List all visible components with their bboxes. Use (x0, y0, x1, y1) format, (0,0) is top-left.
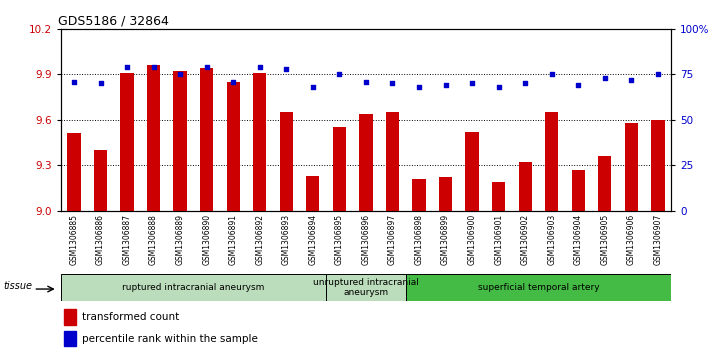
Bar (413, 179, 426, 211)
Point (387, 81, 398, 86)
Text: GSM1306905: GSM1306905 (600, 214, 609, 265)
Bar (406, 274, 671, 301)
Bar (651, 120, 665, 211)
Bar (174, 72, 187, 211)
Bar (625, 123, 638, 211)
Bar (61, 274, 326, 301)
Bar (64, 331, 76, 346)
Point (148, 64, 159, 70)
Point (520, 81, 531, 86)
Text: GSM1306889: GSM1306889 (176, 214, 185, 265)
Text: GSM1306898: GSM1306898 (415, 214, 423, 265)
Point (466, 81, 478, 86)
Bar (64, 309, 76, 325)
Text: GSM1306897: GSM1306897 (388, 214, 397, 265)
Point (95, 81, 106, 86)
Text: unruptured intracranial
aneurysm: unruptured intracranial aneurysm (313, 278, 419, 297)
Point (228, 79, 239, 85)
Text: GSM1306895: GSM1306895 (335, 214, 344, 265)
Bar (306, 176, 319, 211)
Text: GSM1306906: GSM1306906 (627, 214, 636, 265)
Text: GSM1306894: GSM1306894 (308, 214, 317, 265)
Bar (200, 68, 213, 211)
Text: GSM1306901: GSM1306901 (494, 214, 503, 265)
Point (360, 79, 371, 85)
Text: GSM1306904: GSM1306904 (574, 214, 583, 265)
Point (201, 64, 212, 70)
Bar (280, 112, 293, 211)
Bar (147, 65, 160, 211)
Bar (572, 170, 585, 211)
Bar (518, 162, 532, 211)
Text: GSM1306890: GSM1306890 (202, 214, 211, 265)
Bar (466, 132, 478, 211)
Bar (359, 114, 373, 211)
Text: tissue: tissue (3, 281, 32, 291)
Bar (545, 112, 558, 211)
Text: GSM1306902: GSM1306902 (521, 214, 530, 265)
Bar (226, 82, 240, 211)
Text: GDS5186 / 32864: GDS5186 / 32864 (58, 15, 169, 28)
Text: GSM1306888: GSM1306888 (149, 214, 158, 265)
Bar (386, 112, 399, 211)
Text: GSM1306899: GSM1306899 (441, 214, 450, 265)
Bar (492, 182, 506, 211)
Point (121, 64, 133, 70)
Point (652, 72, 663, 77)
Bar (333, 127, 346, 211)
Text: GSM1306907: GSM1306907 (653, 214, 663, 265)
Point (413, 84, 425, 90)
Bar (94, 150, 107, 211)
Text: GSM1306892: GSM1306892 (256, 214, 264, 265)
Point (174, 72, 186, 77)
Text: GSM1306886: GSM1306886 (96, 214, 105, 265)
Bar (253, 73, 266, 211)
Text: GSM1306887: GSM1306887 (123, 214, 131, 265)
Text: GSM1306893: GSM1306893 (282, 214, 291, 265)
Bar (121, 73, 134, 211)
Point (599, 75, 610, 81)
Bar (439, 177, 452, 211)
Text: superficial temporal artery: superficial temporal artery (478, 283, 599, 292)
Text: GSM1306903: GSM1306903 (547, 214, 556, 265)
Point (69, 79, 80, 85)
Point (307, 84, 318, 90)
Point (333, 72, 345, 77)
Text: GSM1306896: GSM1306896 (361, 214, 371, 265)
Point (493, 84, 504, 90)
Bar (67, 134, 81, 211)
Text: GSM1306891: GSM1306891 (228, 214, 238, 265)
Text: GSM1306885: GSM1306885 (69, 214, 79, 265)
Point (281, 66, 292, 72)
Point (546, 72, 558, 77)
Bar (326, 274, 406, 301)
Text: GSM1306900: GSM1306900 (468, 214, 476, 265)
Point (440, 82, 451, 88)
Text: ruptured intracranial aneurysm: ruptured intracranial aneurysm (122, 283, 265, 292)
Point (625, 77, 637, 83)
Point (254, 64, 266, 70)
Text: transformed count: transformed count (82, 312, 179, 322)
Text: percentile rank within the sample: percentile rank within the sample (82, 334, 258, 344)
Bar (598, 156, 611, 211)
Point (573, 82, 584, 88)
